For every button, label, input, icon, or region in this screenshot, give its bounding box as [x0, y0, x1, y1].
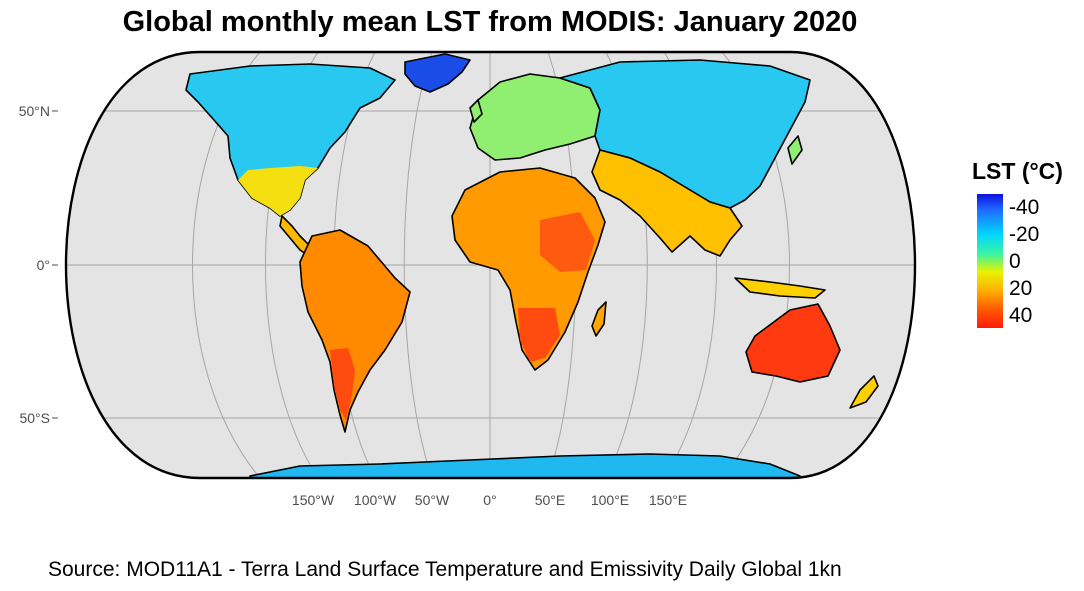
australia-region	[745, 303, 841, 383]
indonesia-region	[734, 277, 826, 299]
new-zealand-region	[849, 375, 879, 409]
lat-label-50n: 50°N	[18, 103, 50, 119]
lon-label-50w: 50°W	[414, 492, 450, 508]
south-america-region	[299, 229, 411, 433]
legend-title: LST (°C)	[972, 158, 1063, 184]
africa-south-hot	[518, 308, 560, 362]
lon-label-150w: 150°W	[291, 492, 335, 508]
madagascar-region	[591, 301, 607, 337]
source-caption: Source: MOD11A1 - Terra Land Surface Tem…	[48, 558, 842, 581]
asia-south-band	[591, 149, 743, 257]
globe-border	[64, 50, 917, 480]
legend-colorbar	[977, 194, 1003, 328]
lon-label-0: 0°	[483, 492, 497, 508]
lon-label-100w: 100°W	[353, 492, 397, 508]
europe-region	[469, 73, 601, 161]
legend-tick: 40	[1009, 304, 1033, 327]
north-america-south-band	[238, 166, 318, 216]
antarctica-region	[249, 453, 801, 478]
world-map	[52, 50, 917, 480]
map-title: Global monthly mean LST from MODIS: Janu…	[122, 6, 858, 38]
lon-label-150e: 150°E	[648, 492, 688, 508]
legend-tick: -20	[1009, 223, 1040, 246]
japan-region	[787, 135, 803, 165]
legend-tick: -40	[1009, 196, 1040, 219]
british-isles-region	[469, 99, 483, 123]
lon-label-50e: 50°E	[534, 492, 566, 508]
asia-region	[559, 59, 811, 209]
africa-central-hot	[540, 212, 595, 272]
greenland-region	[404, 53, 471, 93]
map-panel: 50°N 0° 50°S 150°W 100°W 50°W 0° 50°E 10…	[0, 40, 960, 510]
legend-tick: 0	[1009, 250, 1021, 273]
lat-label-50s: 50°S	[19, 410, 50, 426]
lon-label-100e: 100°E	[590, 492, 630, 508]
south-america-west-hot	[330, 348, 355, 420]
lat-label-0: 0°	[36, 257, 50, 273]
legend-tick: 20	[1009, 277, 1033, 300]
color-legend: LST (°C) -40 -20 0 20 40	[972, 158, 1082, 328]
